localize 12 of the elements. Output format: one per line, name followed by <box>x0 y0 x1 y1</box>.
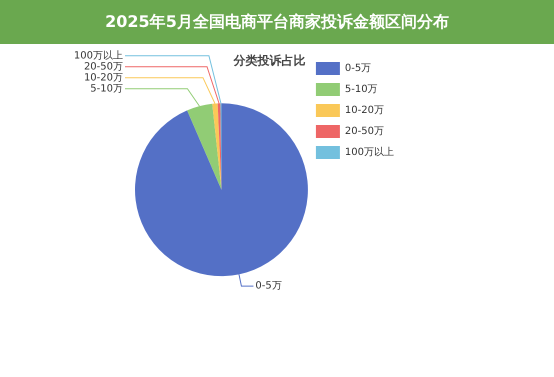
slice-label: 20-50万 <box>84 61 123 72</box>
chart-title: 2025年5月全国电商平台商家投诉金额区间分布 <box>0 0 554 44</box>
chart-subtitle: 分类投诉占比 <box>232 53 306 68</box>
slice-label: 100万以上 <box>74 49 123 62</box>
legend-label: 10-20万 <box>344 105 384 116</box>
slice-label: 10-20万 <box>84 72 123 84</box>
legend-label: 100万以上 <box>344 146 394 158</box>
legend-label: 5-10万 <box>344 84 378 96</box>
legend-label: 0-5万 <box>344 63 372 74</box>
legend-label: 20-50万 <box>344 126 384 138</box>
slice-label: 5-10万 <box>90 83 123 94</box>
slice-label: 0-5万 <box>255 280 282 292</box>
